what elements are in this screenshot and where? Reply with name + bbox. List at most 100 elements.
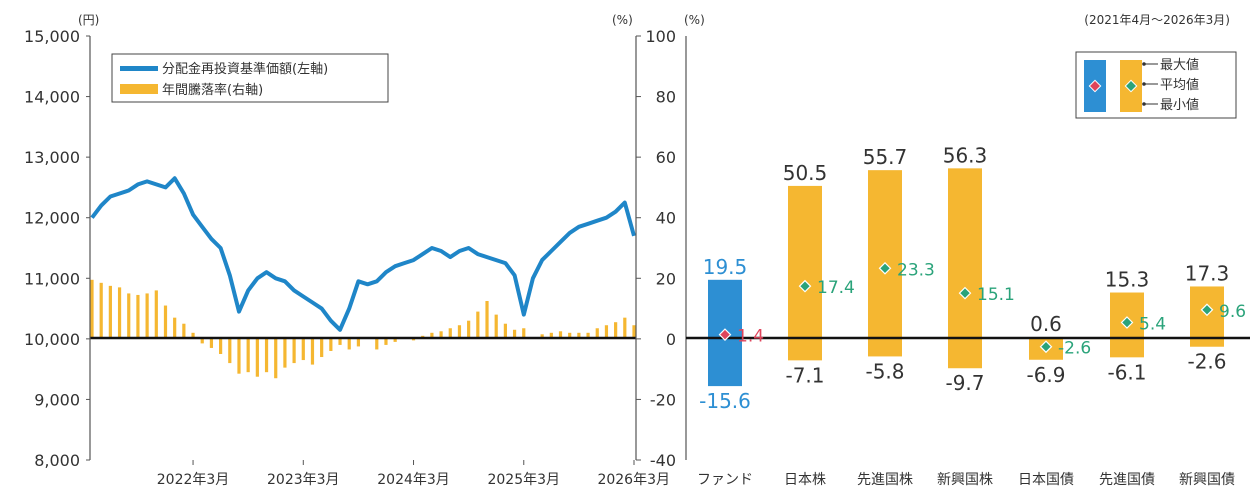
category-label: 新興国株 (937, 472, 993, 488)
legend-max-dot (1142, 62, 1146, 66)
min-label: -5.8 (865, 359, 904, 383)
min-label: -7.1 (785, 363, 824, 387)
left-x-tick: 2026年3月 (597, 472, 670, 488)
min-label: -9.7 (945, 371, 984, 395)
annual-return-bar (228, 338, 232, 364)
annual-return-bar (540, 334, 544, 339)
annual-return-bar (255, 338, 259, 377)
annual-return-bar (549, 332, 553, 339)
category-label: 新興国債 (1179, 472, 1235, 488)
annual-return-bar (237, 338, 241, 374)
annual-return-bar (274, 338, 278, 379)
annual-return-bar (182, 323, 186, 339)
avg-label: 9.6 (1219, 302, 1246, 322)
period-subtitle: (2021年4月～2026年3月) (1084, 13, 1230, 27)
avg-marker (1200, 303, 1214, 317)
category-label: 日本株 (784, 472, 826, 488)
min-label: -15.6 (699, 389, 751, 413)
left-y-tick: 14,000 (24, 88, 80, 107)
annual-return-bars (90, 279, 636, 379)
annual-return-bar (632, 325, 636, 339)
legend-max-label: 最大値 (1160, 57, 1199, 73)
left-y-tick: 10,000 (24, 330, 80, 349)
annual-return-bar (99, 282, 103, 339)
annual-return-bar (209, 338, 214, 348)
max-label: 15.3 (1105, 268, 1150, 292)
annual-return-bar (586, 332, 590, 339)
min-label: -2.6 (1187, 350, 1226, 374)
max-label: 19.5 (703, 255, 748, 279)
annual-return-bar (448, 328, 452, 339)
avg-label: 5.4 (1139, 315, 1166, 335)
right-chart: (%) (2021年4月～2026年3月) 100 80 60 40 20 0 -20 -40… (645, 13, 1250, 488)
range-bar (788, 185, 822, 361)
avg-label: 1.4 (737, 327, 764, 347)
legend-avg-dot (1142, 82, 1146, 86)
nav-line-series (90, 176, 636, 332)
right-y-tick: 40 (656, 209, 676, 228)
annual-return-bar (264, 338, 269, 373)
left-y-tick: 11,000 (24, 269, 80, 288)
legend-bar-swatch (120, 84, 158, 94)
legend-min-dot (1142, 102, 1146, 106)
left-right-y-unit: (%) (612, 13, 633, 27)
annual-return-bar (310, 338, 315, 365)
left-y-tick: 13,000 (24, 148, 80, 167)
range-bar (948, 168, 982, 369)
annual-return-bar (283, 338, 287, 368)
annual-return-bar (320, 338, 324, 358)
annual-return-bar (384, 338, 388, 345)
legend-avg-label: 平均値 (1160, 77, 1199, 93)
avg-marker (1120, 316, 1134, 329)
avg-marker (798, 279, 812, 293)
right-y-tick: 20 (656, 269, 676, 288)
right-legend: 最大値 平均値 最小値 (1075, 51, 1237, 119)
annual-return-bar (558, 331, 563, 339)
annual-return-bar (127, 293, 131, 339)
annual-return-bar (467, 320, 471, 339)
annual-return-bar (623, 317, 627, 339)
left-x-tick: 2025年3月 (487, 472, 560, 488)
left-y-tick: 9,000 (34, 390, 80, 409)
annual-return-bar (347, 338, 351, 350)
left-y-tick-labels: 15,000 14,000 13,000 12,000 11,000 10,000 9,00… (24, 27, 90, 470)
left-y-tick: 15,000 (24, 27, 80, 46)
annual-return-bar (568, 332, 572, 339)
left-x-tick: 2023年3月 (267, 472, 340, 488)
value-labels: 19.5 -15.6 1.4 50.5 -7.1 17.4 55.7 -5.8 23.3 56.3… (699, 143, 1246, 413)
right-y-tick: -20 (650, 390, 676, 409)
annual-return-bar (522, 328, 526, 339)
left-y-unit: (円) (78, 13, 99, 27)
category-labels: ファンド 日本株 先進国株 新興国株 日本国債 先進国債 新興国債 (697, 472, 1235, 488)
avg-marker (1039, 340, 1053, 354)
left-x-tick: 2022年3月 (157, 472, 230, 488)
annual-return-bar (577, 332, 581, 339)
annual-return-bar (329, 338, 333, 351)
annual-return-bar (430, 332, 434, 339)
right-y-tick: 100 (645, 27, 676, 46)
min-label: -6.1 (1107, 360, 1146, 384)
annual-return-bar (246, 338, 250, 373)
avg-marker (958, 286, 972, 300)
annual-return-bar (154, 290, 158, 339)
max-label: 56.3 (943, 143, 988, 167)
right-y-tick: 80 (656, 88, 676, 107)
category-label: 先進国債 (1099, 472, 1155, 488)
right-y-tick: 0 (666, 330, 676, 349)
avg-label: 17.4 (817, 278, 855, 298)
annual-return-bar (338, 338, 342, 345)
annual-return-bar (476, 311, 480, 339)
max-label: 17.3 (1185, 261, 1230, 285)
left-x-tick: 2024年3月 (377, 472, 450, 488)
annual-return-bar (292, 338, 296, 364)
annual-return-bar (604, 325, 609, 339)
annual-return-bar (191, 332, 195, 339)
annual-return-bar (108, 285, 112, 339)
annual-return-bar (356, 338, 361, 347)
annual-return-bar (393, 338, 397, 342)
avg-label: -2.6 (1058, 339, 1091, 359)
left-legend: 分配金再投資基準価額(左軸) 年間騰落率(右軸) (111, 53, 389, 103)
annual-return-bar (439, 331, 443, 339)
annual-return-bar (457, 325, 462, 339)
